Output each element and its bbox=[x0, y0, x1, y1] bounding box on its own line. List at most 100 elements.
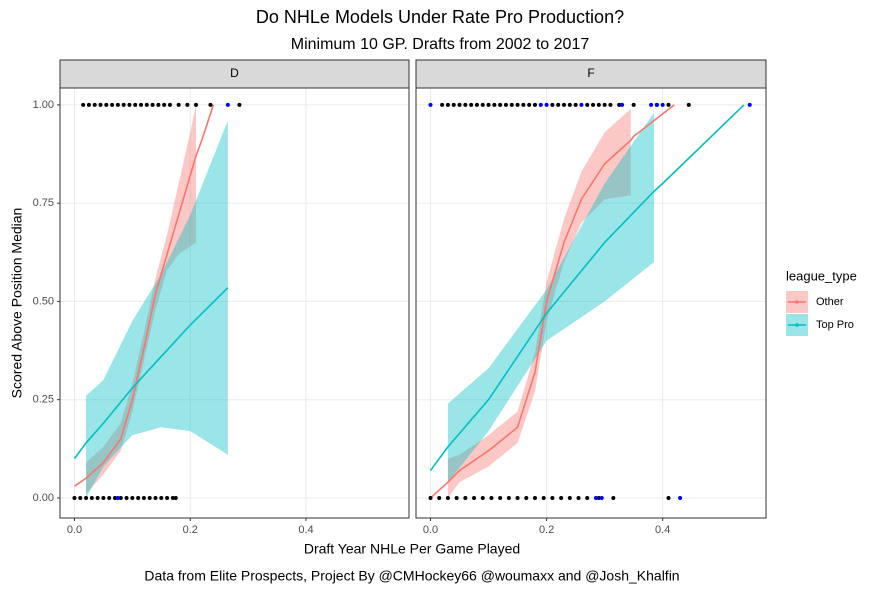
trend-line bbox=[429, 104, 745, 471]
data-point bbox=[506, 495, 511, 500]
data-point bbox=[118, 495, 123, 500]
panel-border bbox=[415, 87, 767, 519]
data-point bbox=[649, 102, 654, 107]
data-point bbox=[498, 495, 503, 500]
data-point bbox=[686, 102, 691, 107]
data-point bbox=[112, 495, 117, 500]
data-point bbox=[78, 495, 83, 500]
legend-label: Top Pro bbox=[816, 319, 854, 331]
data-point bbox=[454, 495, 459, 500]
data-point bbox=[521, 102, 526, 107]
data-point bbox=[165, 495, 170, 500]
data-point bbox=[124, 495, 129, 500]
data-point bbox=[492, 102, 497, 107]
data-point bbox=[550, 495, 555, 500]
data-point bbox=[576, 495, 581, 500]
data-point bbox=[608, 102, 613, 107]
data-point bbox=[98, 102, 103, 107]
data-point bbox=[428, 495, 433, 500]
data-point bbox=[194, 102, 199, 107]
panel bbox=[60, 88, 409, 518]
data-point bbox=[72, 495, 77, 500]
confidence-band bbox=[447, 108, 631, 498]
data-point bbox=[567, 102, 572, 107]
data-point bbox=[92, 102, 97, 107]
data-point bbox=[101, 495, 106, 500]
data-point bbox=[532, 495, 537, 500]
data-point bbox=[596, 102, 601, 107]
data-point bbox=[527, 102, 532, 107]
data-point bbox=[130, 495, 135, 500]
data-point bbox=[585, 102, 590, 107]
data-point bbox=[167, 102, 172, 107]
data-point bbox=[541, 495, 546, 500]
data-point bbox=[532, 102, 537, 107]
x-tick-label: 0.0 bbox=[423, 524, 438, 536]
data-point bbox=[86, 102, 91, 107]
panel-border bbox=[59, 87, 410, 519]
data-point bbox=[503, 102, 508, 107]
data-point bbox=[620, 102, 625, 107]
data-point bbox=[139, 102, 144, 107]
data-point bbox=[150, 102, 155, 107]
data-point bbox=[463, 102, 468, 107]
data-point bbox=[115, 102, 120, 107]
y-tick-label: 0.50 bbox=[33, 295, 54, 307]
data-point bbox=[666, 102, 671, 107]
y-axis-label: Scored Above Position Median bbox=[9, 208, 25, 399]
data-point bbox=[538, 102, 543, 107]
facet-strip bbox=[415, 59, 767, 89]
legend-label: Other bbox=[816, 296, 844, 308]
data-point bbox=[144, 102, 149, 107]
data-point bbox=[141, 495, 146, 500]
data-point bbox=[445, 102, 450, 107]
chart-title: Do NHLe Models Under Rate Pro Production… bbox=[256, 7, 624, 27]
data-point bbox=[451, 102, 456, 107]
data-point bbox=[110, 102, 115, 107]
confidence-band bbox=[86, 120, 228, 498]
data-point bbox=[162, 102, 167, 107]
data-point bbox=[237, 102, 242, 107]
data-point bbox=[185, 102, 190, 107]
data-point bbox=[515, 102, 520, 107]
data-point bbox=[208, 102, 213, 107]
data-point bbox=[474, 102, 479, 107]
facet-label: D bbox=[230, 66, 239, 80]
trend-line bbox=[74, 104, 215, 487]
data-point bbox=[515, 495, 520, 500]
data-point bbox=[631, 102, 636, 107]
trend-line bbox=[73, 287, 229, 460]
data-point bbox=[115, 495, 120, 500]
data-point bbox=[660, 102, 665, 107]
data-point bbox=[480, 102, 485, 107]
data-point bbox=[747, 102, 752, 107]
x-tick-label: 0.2 bbox=[183, 524, 198, 536]
panel bbox=[416, 88, 766, 518]
confidence-band bbox=[86, 104, 197, 495]
data-point bbox=[480, 495, 485, 500]
data-point bbox=[469, 102, 474, 107]
data-point bbox=[654, 102, 659, 107]
facet-strip bbox=[59, 59, 410, 89]
data-point bbox=[463, 495, 468, 500]
confidence-band bbox=[447, 112, 654, 483]
data-point bbox=[156, 102, 161, 107]
data-point bbox=[573, 102, 578, 107]
data-point bbox=[602, 102, 607, 107]
chart-subtitle: Minimum 10 GP. Drafts from 2002 to 2017 bbox=[291, 36, 590, 53]
data-point bbox=[173, 495, 178, 500]
data-point bbox=[591, 102, 596, 107]
data-point bbox=[559, 495, 564, 500]
data-point bbox=[225, 102, 230, 107]
y-tick-label: 1.00 bbox=[33, 99, 54, 111]
data-point bbox=[585, 495, 590, 500]
data-point bbox=[611, 495, 616, 500]
x-tick-label: 0.0 bbox=[67, 524, 82, 536]
data-point bbox=[445, 495, 450, 500]
data-point bbox=[498, 102, 503, 107]
legend-title: league_type bbox=[786, 268, 857, 283]
x-tick-label: 0.4 bbox=[298, 524, 313, 536]
data-point bbox=[440, 102, 445, 107]
data-point bbox=[678, 495, 683, 500]
